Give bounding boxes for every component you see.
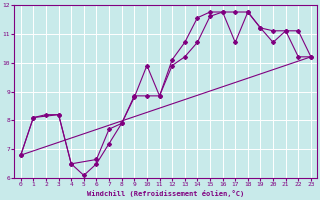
X-axis label: Windchill (Refroidissement éolien,°C): Windchill (Refroidissement éolien,°C) bbox=[87, 190, 244, 197]
